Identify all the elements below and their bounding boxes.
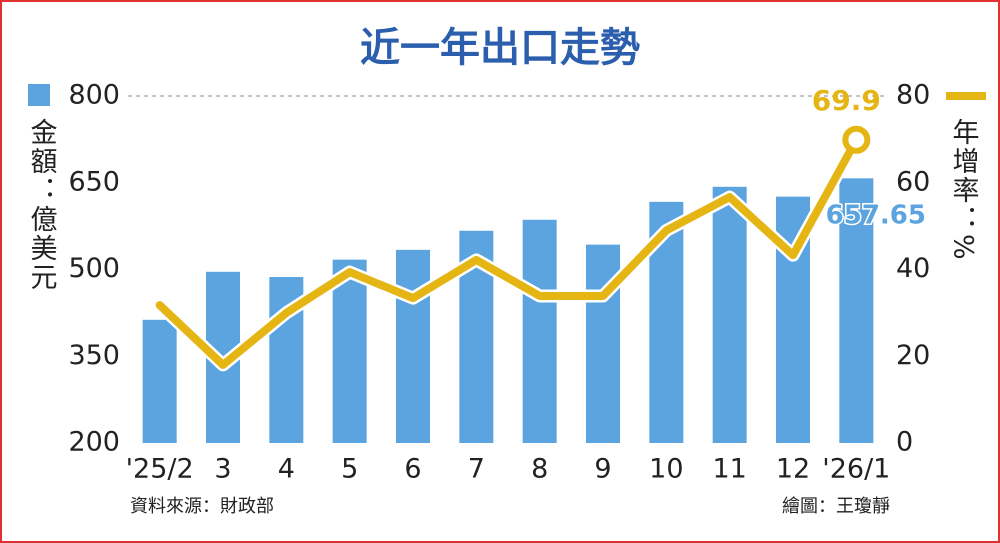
x-tick-label: 4 (278, 454, 295, 485)
bar (332, 259, 367, 443)
bar (839, 178, 874, 443)
x-tick-label: 10 (649, 454, 683, 485)
x-tick-label: 11 (712, 454, 746, 485)
y2-tick-label: 0 (896, 427, 913, 458)
legend-label: 金額：億美元 (26, 118, 58, 292)
x-tick-label: 8 (531, 454, 548, 485)
line (155, 135, 861, 369)
x-tick-label: 7 (468, 454, 485, 485)
bar (396, 249, 430, 443)
legend-swatch (28, 84, 50, 106)
x-tick-label: 12 (776, 454, 810, 485)
bar-value-label: 657.65 (826, 201, 926, 231)
legend-label: 年增率：% (948, 118, 979, 262)
bar (712, 186, 747, 443)
x-tick-label: 6 (404, 454, 421, 485)
y2-tick-label: 40 (896, 253, 930, 284)
y2-tick-label: 20 (896, 340, 930, 371)
line-point (842, 125, 871, 154)
x-tick-label: 3 (214, 454, 231, 485)
credit: 繪圖：王瓊靜 (782, 496, 890, 517)
x-tick-label: '26/1 (822, 454, 890, 485)
y-tick-label: 350 (68, 340, 120, 371)
x-tick-label: 9 (594, 454, 611, 485)
chart-title: 近一年出口走勢 (360, 25, 640, 71)
y2-tick-label: 80 (896, 80, 930, 111)
source: 資料來源：財政部 (130, 496, 274, 517)
y-tick-label: 650 (68, 166, 120, 197)
x-tick-label: 5 (341, 454, 358, 485)
line-value-label: 69.9 (812, 84, 881, 117)
bar (142, 319, 177, 443)
bar (522, 219, 557, 443)
y-tick-label: 800 (68, 80, 120, 111)
y-tick-label: 500 (68, 253, 120, 284)
x-tick-label: '25/2 (126, 454, 194, 485)
y-tick-label: 200 (68, 427, 120, 458)
y2-tick-label: 60 (896, 166, 930, 197)
